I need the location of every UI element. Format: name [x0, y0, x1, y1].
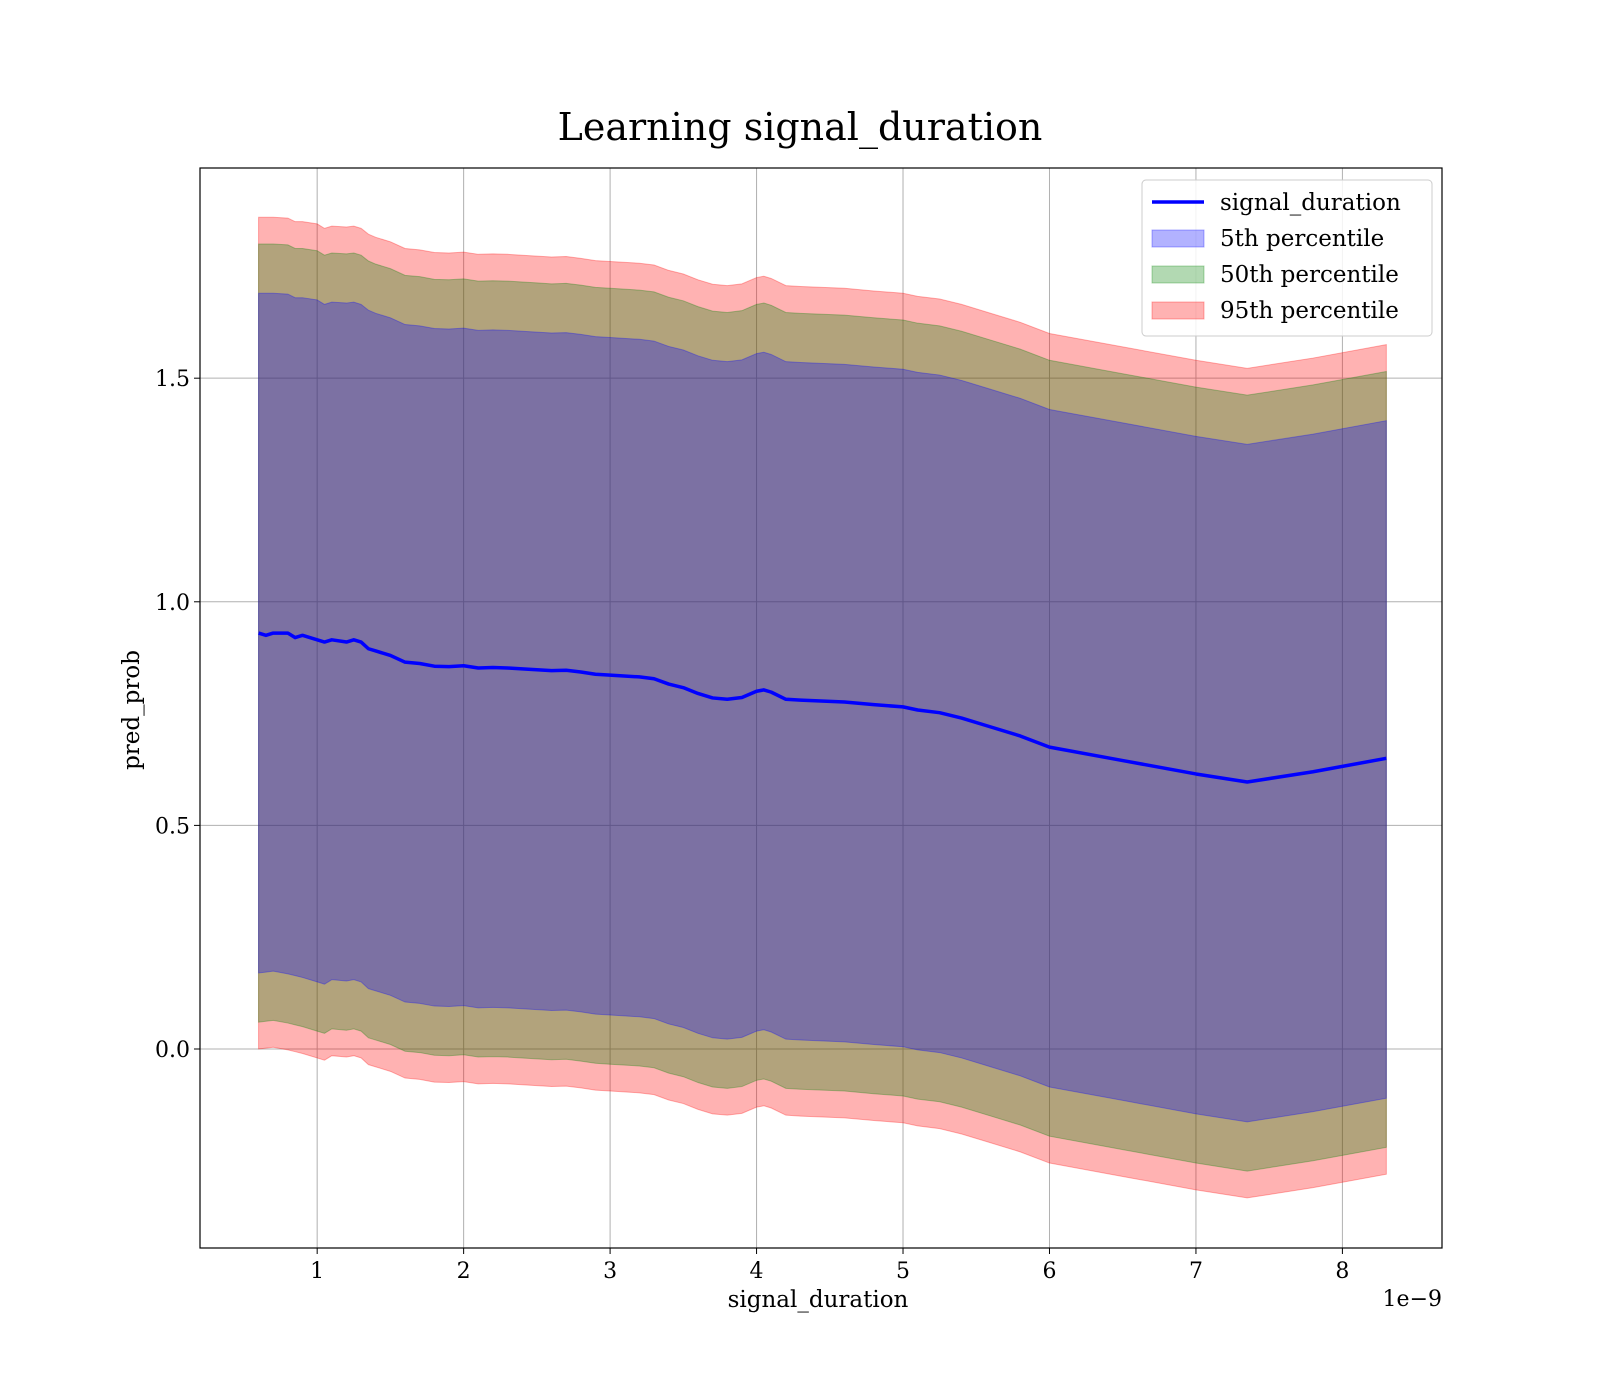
y-axis-label: pred_prob [119, 650, 145, 770]
x-tick-label: 2 [457, 1259, 471, 1284]
plot-frame [199, 167, 1443, 1249]
y-tick-label: 0.5 [155, 814, 190, 839]
plot-area: 1 2 3 4 5 6 7 8 0.0 0.5 1.0 1.5 [155, 167, 1443, 1284]
x-axis-label: signal_duration [728, 1287, 909, 1313]
x-axis-offset-label: 1e−9 [1383, 1287, 1442, 1312]
legend-swatch-patch [1151, 301, 1205, 320]
y-tick-label: 0.0 [155, 1038, 190, 1063]
legend: signal_duration 5th percentile 50th percen… [1141, 179, 1433, 337]
x-tick-label: 5 [896, 1259, 910, 1284]
x-tick-label: 1 [310, 1259, 324, 1284]
legend-swatch-patch [1151, 229, 1205, 248]
x-tick-label: 6 [1042, 1259, 1056, 1284]
band-50th-percentile [258, 243, 1387, 1172]
legend-box [1141, 179, 1433, 337]
legend-entry-label: 95th percentile [1220, 298, 1399, 324]
band-95th-percentile [258, 216, 1387, 1199]
x-tick-label: 8 [1335, 1259, 1349, 1284]
legend-entry-label: signal_duration [1220, 190, 1401, 216]
legend-entry-label: 50th percentile [1220, 262, 1399, 288]
legend-swatch-patch [1151, 265, 1205, 284]
y-tick-label: 1.0 [155, 591, 190, 616]
y-tick-label: 1.5 [155, 367, 190, 392]
chart-title: Learning signal_duration [558, 105, 1043, 150]
series-line-signal_duration [258, 631, 1387, 784]
x-tick-label: 3 [603, 1259, 617, 1284]
band-5th-percentile [258, 292, 1387, 1123]
legend-entry-label: 5th percentile [1220, 226, 1384, 252]
x-tick-label: 4 [750, 1259, 764, 1284]
x-tick-label: 7 [1189, 1259, 1203, 1284]
